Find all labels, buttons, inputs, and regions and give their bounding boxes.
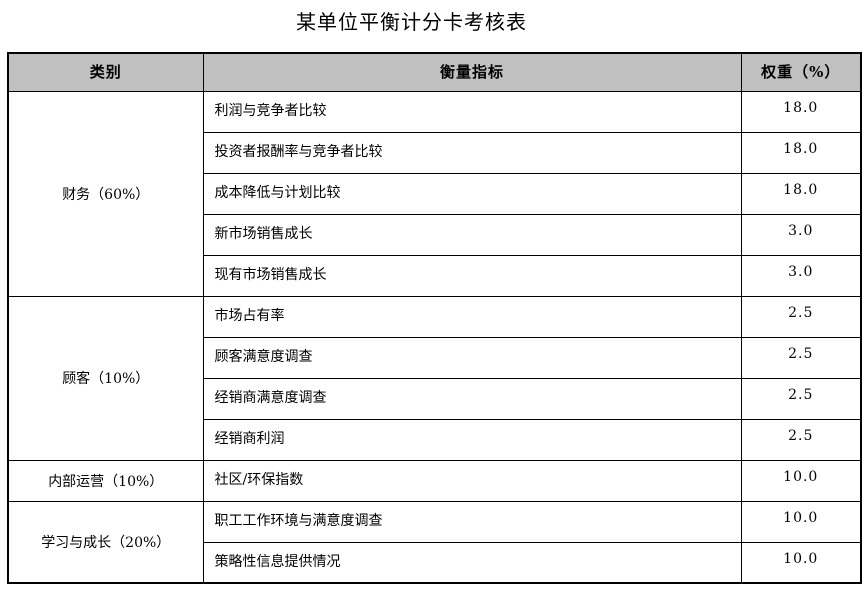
scorecard-table: 类别 衡量指标 权重（%） 财务（60%） 利润与竞争者比较 18.0 投资者报…: [7, 52, 862, 584]
category-cell-internal-operations: 内部运营（10%）: [7, 459, 204, 502]
indicator-cell: 职工工作环境与满意度调查: [202, 500, 742, 543]
table-row: 内部运营（10%） 社区/环保指数 10.0: [7, 459, 862, 502]
indicator-cell: 投资者报酬率与竞争者比较: [202, 131, 742, 174]
table-header-row: 类别 衡量指标 权重（%）: [7, 52, 862, 92]
table-row: 顾客（10%） 市场占有率 2.5: [7, 295, 862, 461]
weight-cell: 10.0: [740, 500, 862, 543]
indicator-cell: 新市场销售成长: [202, 213, 742, 256]
table-row: 财务（60%） 利润与竞争者比较 18.0: [7, 90, 862, 297]
weight-cell: 2.5: [740, 336, 862, 379]
column-header-indicator: 衡量指标: [202, 52, 742, 92]
category-cell-customer: 顾客（10%）: [7, 295, 204, 461]
table-row: 学习与成长（20%） 职工工作环境与满意度调查 10.0: [7, 500, 862, 584]
indicator-cell: 成本降低与计划比较: [202, 172, 742, 215]
table-row: 经销商满意度调查 2.5: [8, 377, 862, 420]
indicator-cell: 经销商满意度调查: [202, 377, 742, 420]
weight-cell: 3.0: [740, 254, 862, 297]
weight-cell: 18.0: [740, 131, 862, 174]
weight-cell: 10.0: [740, 459, 862, 502]
indicator-cell: 现有市场销售成长: [202, 254, 742, 297]
indicator-cell: 经销商利润: [202, 418, 742, 461]
weight-cell: 2.5: [740, 418, 862, 461]
indicator-cell: 利润与竞争者比较: [202, 90, 742, 133]
indicator-cell: 市场占有率: [202, 295, 742, 338]
weight-cell: 18.0: [740, 172, 862, 215]
weight-cell: 3.0: [740, 213, 862, 256]
weight-cell: 18.0: [740, 90, 862, 133]
table-row: 经销商利润 2.5: [8, 418, 862, 461]
table-row: 投资者报酬率与竞争者比较 18.0: [8, 131, 862, 174]
document-page: 某单位平衡计分卡考核表 类别 衡量指标 权重（%） 财务（60%） 利润与竞争者…: [0, 8, 867, 594]
category-cell-finance: 财务（60%）: [7, 90, 204, 297]
indicator-cell: 策略性信息提供情况: [202, 541, 742, 584]
weight-cell: 2.5: [740, 377, 862, 420]
table-row: 顾客满意度调查 2.5: [8, 336, 862, 379]
column-header-weight: 权重（%）: [740, 52, 862, 92]
weight-cell: 2.5: [740, 295, 862, 338]
column-header-category: 类别: [7, 52, 204, 92]
indicator-cell: 顾客满意度调查: [202, 336, 742, 379]
page-title: 某单位平衡计分卡考核表: [296, 10, 527, 34]
table-row: 新市场销售成长 3.0: [8, 213, 862, 256]
table-row: 策略性信息提供情况 10.0: [8, 541, 862, 584]
table-row: 现有市场销售成长 3.0: [8, 254, 862, 297]
weight-cell: 10.0: [740, 541, 862, 584]
indicator-cell: 社区/环保指数: [202, 459, 742, 502]
category-cell-learning-growth: 学习与成长（20%）: [7, 500, 204, 584]
